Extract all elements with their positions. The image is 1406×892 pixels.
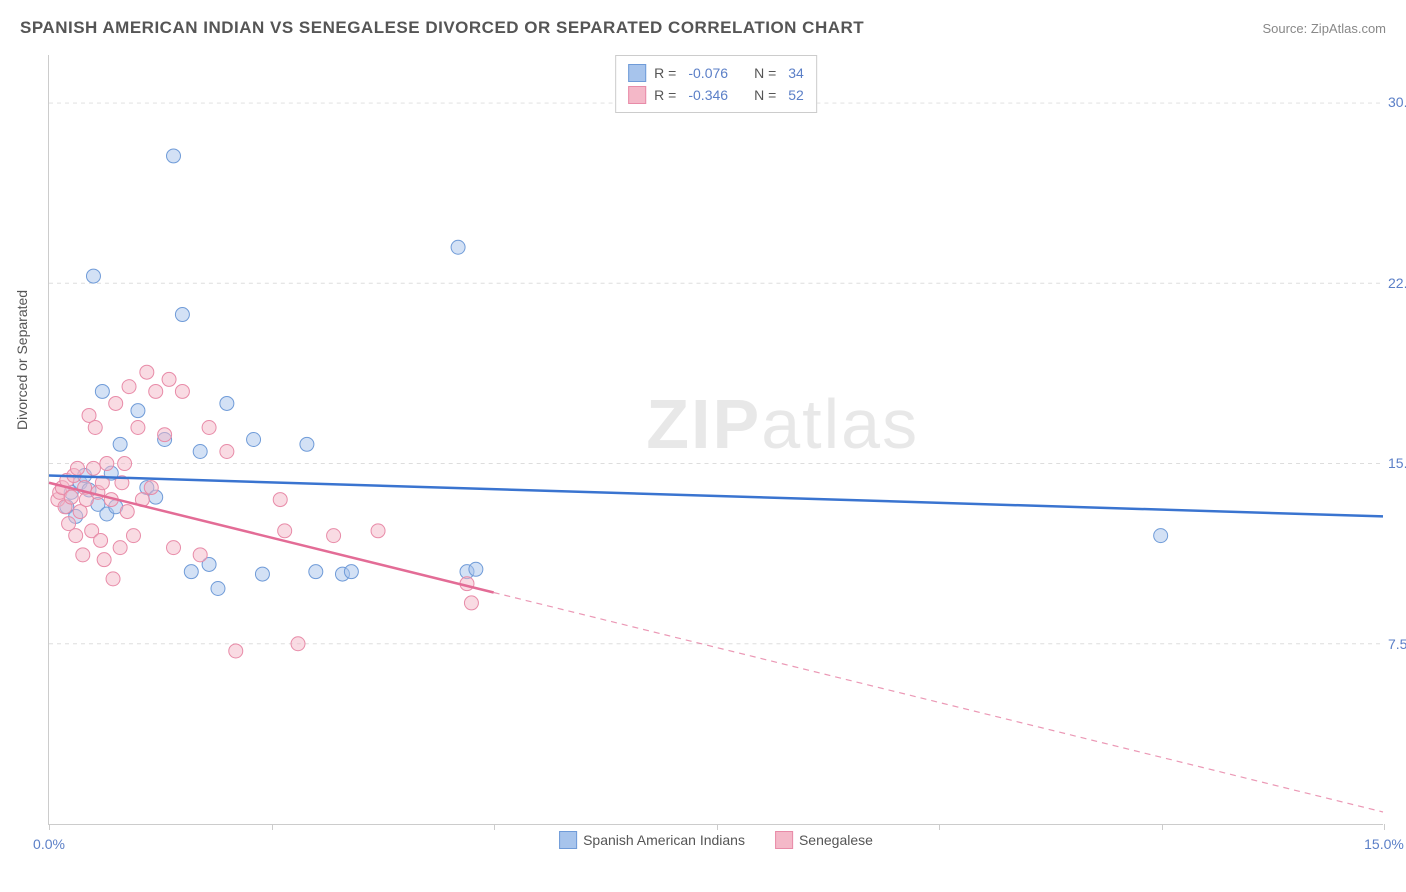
y-tick-label: 30.0% [1388, 94, 1406, 110]
chart-svg [49, 55, 1383, 824]
data-point [211, 582, 225, 596]
data-point [300, 437, 314, 451]
data-point [193, 445, 207, 459]
data-point [1154, 529, 1168, 543]
data-point [113, 437, 127, 451]
data-point [309, 565, 323, 579]
data-point [106, 572, 120, 586]
data-point [175, 308, 189, 322]
y-tick-label: 7.5% [1388, 636, 1406, 652]
data-point [122, 380, 136, 394]
data-point [278, 524, 292, 538]
x-tick-label: 0.0% [33, 836, 65, 852]
data-point [469, 562, 483, 576]
data-point [193, 548, 207, 562]
data-point [229, 644, 243, 658]
data-point [140, 365, 154, 379]
data-point [344, 565, 358, 579]
trend-line-extrapolated [494, 592, 1383, 811]
data-point [327, 529, 341, 543]
data-point [175, 384, 189, 398]
data-point [247, 433, 261, 447]
legend-series-item: Spanish American Indians [559, 831, 745, 849]
data-point [95, 384, 109, 398]
data-point [162, 372, 176, 386]
data-point [120, 505, 134, 519]
data-point [70, 461, 84, 475]
data-point [94, 533, 108, 547]
data-point [149, 384, 163, 398]
legend-stats: R = -0.076N = 34R = -0.346N = 52 [615, 55, 817, 113]
data-point [131, 420, 145, 434]
data-point [184, 565, 198, 579]
data-point [88, 420, 102, 434]
legend-stat-row: R = -0.346N = 52 [628, 84, 804, 106]
data-point [220, 445, 234, 459]
data-point [451, 240, 465, 254]
data-point [291, 637, 305, 651]
data-point [64, 490, 78, 504]
data-point [126, 529, 140, 543]
data-point [109, 396, 123, 410]
data-point [118, 457, 132, 471]
data-point [113, 541, 127, 555]
legend-stat-row: R = -0.076N = 34 [628, 62, 804, 84]
data-point [167, 541, 181, 555]
chart-title: SPANISH AMERICAN INDIAN VS SENEGALESE DI… [20, 18, 864, 38]
legend-swatch-icon [628, 86, 646, 104]
data-point [255, 567, 269, 581]
data-point [158, 428, 172, 442]
data-point [97, 553, 111, 567]
data-point [76, 548, 90, 562]
data-point [86, 461, 100, 475]
legend-swatch-icon [559, 831, 577, 849]
data-point [131, 404, 145, 418]
data-point [167, 149, 181, 163]
legend-swatch-icon [775, 831, 793, 849]
x-tick-label: 15.0% [1364, 836, 1404, 852]
legend-series: Spanish American Indians Senegalese [559, 831, 873, 849]
data-point [220, 396, 234, 410]
legend-swatch-icon [628, 64, 646, 82]
data-point [144, 481, 158, 495]
data-point [100, 457, 114, 471]
data-point [86, 269, 100, 283]
source-label: Source: ZipAtlas.com [1262, 21, 1386, 36]
legend-series-item: Senegalese [775, 831, 873, 849]
trend-line [49, 476, 1383, 517]
data-point [273, 493, 287, 507]
plot-area: ZIPatlas 7.5%15.0%22.5%30.0% 0.0%15.0% R… [48, 55, 1383, 825]
data-point [202, 420, 216, 434]
data-point [464, 596, 478, 610]
y-tick-label: 15.0% [1388, 455, 1406, 471]
data-point [69, 529, 83, 543]
data-point [371, 524, 385, 538]
y-axis-label: Divorced or Separated [14, 290, 30, 430]
y-tick-label: 22.5% [1388, 275, 1406, 291]
